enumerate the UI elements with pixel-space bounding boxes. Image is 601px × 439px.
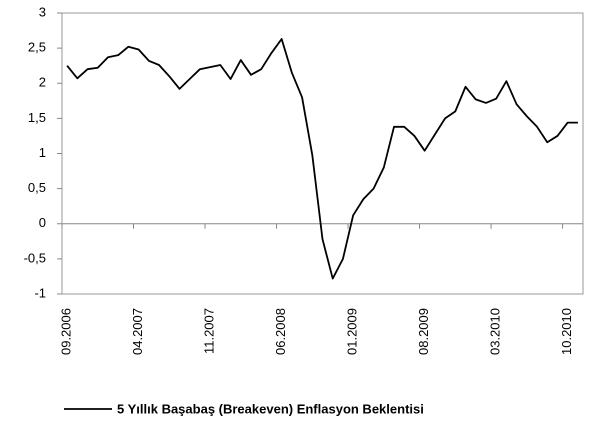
x-tick-label: 08.2009 <box>416 308 431 355</box>
x-tick-label: 11.2007 <box>202 308 217 354</box>
x-tick-label: 06.2008 <box>273 308 288 355</box>
y-tick-label: 2 <box>39 75 46 90</box>
y-tick-label: 2,5 <box>28 40 46 55</box>
data-line <box>66 38 578 280</box>
x-tick-label: 03.2010 <box>488 308 503 355</box>
x-tick-label: 04.2007 <box>130 308 145 355</box>
legend-label: 5 Yıllık Başabaş (Breakeven) Enflasyon B… <box>117 401 424 416</box>
x-tick-label: 10.2010 <box>559 308 574 355</box>
y-tick-label: 0,5 <box>28 180 46 195</box>
y-tick-label: 1,5 <box>28 110 46 125</box>
y-tick-label: 1 <box>39 145 46 160</box>
x-tick-label: 09.2006 <box>59 308 74 355</box>
y-tick-label: -0,5 <box>24 250 46 265</box>
y-tick-label: 0 <box>39 215 46 230</box>
y-tick-label: -1 <box>34 285 46 300</box>
y-tick-label: 3 <box>39 4 46 19</box>
x-tick-label: 01.2009 <box>345 308 360 355</box>
